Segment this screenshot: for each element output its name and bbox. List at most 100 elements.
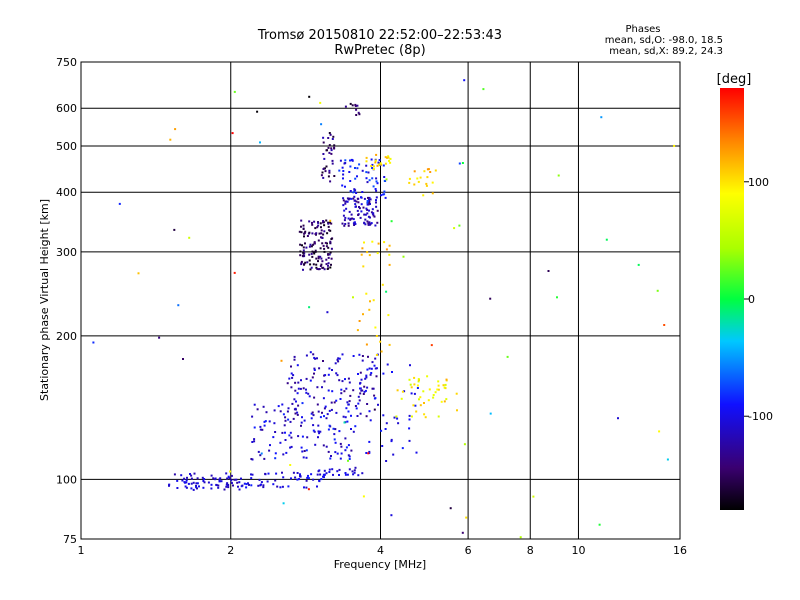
y-tick-label: 500 [56,140,77,153]
data-point [339,442,342,445]
data-point [317,410,320,413]
data-point [322,220,325,222]
data-point [489,297,492,300]
data-point [370,211,373,214]
data-point [319,416,322,419]
data-point [256,110,259,113]
data-point [261,428,264,431]
data-point [274,452,277,455]
data-point [305,449,308,452]
data-point [345,387,348,390]
colorbar-tick-label: 100 [748,176,769,189]
data-point [434,391,437,394]
data-point [248,483,250,486]
data-point [311,250,314,253]
data-point [319,101,322,104]
data-point [283,424,286,427]
data-point [233,271,236,274]
data-point [380,350,383,353]
data-point [273,422,276,425]
data-point [345,446,348,449]
data-point [195,484,197,487]
data-point [312,263,315,266]
data-point [313,252,316,255]
y-tick-label: 400 [56,186,77,199]
data-point [442,384,445,387]
data-point [303,450,306,452]
data-point [385,178,388,181]
data-point [408,439,411,442]
data-point [384,196,387,199]
data-point [288,377,291,380]
data-point [282,453,285,456]
data-point [201,476,204,479]
data-point [225,483,228,486]
data-point [349,102,352,105]
data-point [353,221,356,224]
data-point [238,481,241,484]
data-point [320,232,323,235]
data-point [210,487,213,490]
data-point [463,443,466,446]
data-point [190,487,193,490]
data-point [366,199,369,202]
data-point [203,481,206,484]
data-point [282,476,285,479]
data-point [392,453,395,456]
data-point [598,523,601,526]
data-point [342,204,345,207]
data-point [342,177,344,180]
data-point [183,481,186,484]
data-point [327,146,330,149]
data-point [169,138,172,141]
data-point [253,440,256,443]
data-point [381,445,384,447]
data-point [348,381,351,384]
data-point [419,396,422,399]
data-point [331,468,334,471]
data-point [357,201,360,204]
data-point [279,441,282,444]
data-point [322,444,325,447]
data-point [313,220,316,223]
data-point [388,253,391,256]
data-point [355,108,358,111]
data-point [402,255,405,258]
data-point [380,163,383,166]
data-point [369,300,371,303]
data-point [327,264,329,267]
data-point [344,223,347,225]
data-point [325,263,328,266]
data-point [319,255,322,258]
data-point [286,410,289,413]
data-point [233,90,236,93]
data-point [304,242,306,245]
data-point [338,357,341,360]
data-point [330,247,333,250]
data-point [401,447,404,450]
data-point [301,244,303,247]
data-point [359,371,362,374]
data-point [340,452,343,455]
data-point [344,449,347,452]
data-point [364,218,367,221]
data-point [284,419,287,422]
data-point [319,430,322,433]
data-point [311,232,314,235]
data-point [367,355,369,358]
data-point [346,200,349,203]
data-point [344,185,346,188]
data-point [300,231,303,234]
data-point [328,132,331,134]
data-point [323,476,325,479]
data-point [262,486,265,489]
data-point [368,367,371,370]
data-point [388,263,391,266]
data-point [282,502,285,505]
data-point [325,445,328,448]
data-point [344,437,347,440]
data-point [267,472,270,475]
colorbar-gradient [720,88,744,510]
data-point [335,372,338,375]
data-point [372,387,375,390]
